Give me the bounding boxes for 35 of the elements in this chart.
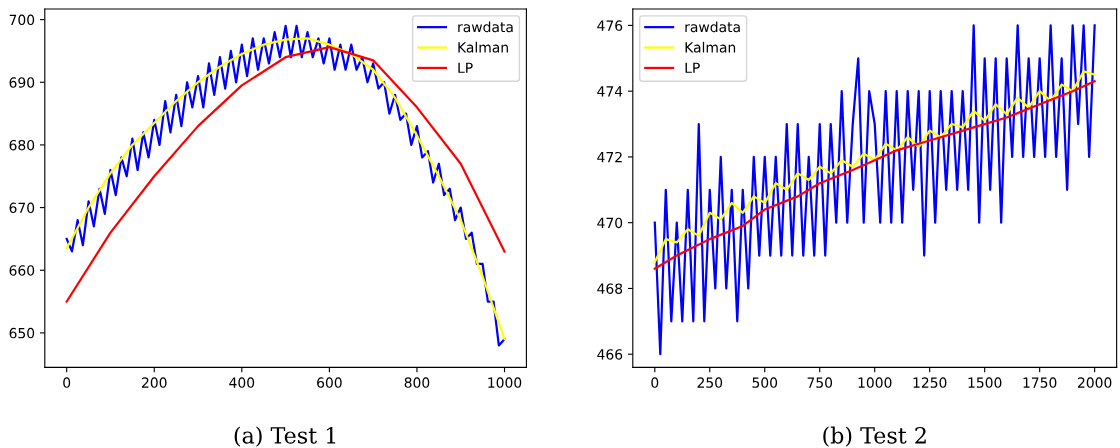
x-tick-label: 600 <box>317 377 342 388</box>
x-tick-label: 1750 <box>1023 377 1057 388</box>
y-tick-label: 472 <box>597 151 622 163</box>
x-tick-label: 0 <box>63 377 71 388</box>
x-tick-label: 200 <box>142 377 167 388</box>
text: (a) Test 1 <box>234 426 336 447</box>
legend-label: Kalman <box>685 41 736 53</box>
x-tick-label: 400 <box>229 377 255 388</box>
x-tick-label: 1000 <box>858 377 892 388</box>
text: (b) Test 2 <box>823 426 926 447</box>
y-tick-label: 470 <box>597 217 623 229</box>
y-tick-label: 660 <box>9 265 35 276</box>
x-tick-label: 750 <box>807 377 833 388</box>
x-tick-label: 250 <box>697 377 723 388</box>
x-tick-label: 800 <box>404 377 430 388</box>
legend-label: LP <box>685 62 700 73</box>
legend-label: Kalman <box>458 41 508 53</box>
x-tick-label: 1250 <box>913 377 947 388</box>
legend-label: rawdata <box>458 21 513 33</box>
x-tick-label: 1500 <box>968 377 1002 388</box>
y-tick-label: 700 <box>9 14 35 26</box>
y-tick-label: 690 <box>9 77 35 88</box>
y-tick-label: 474 <box>597 86 623 97</box>
y-tick-label: 476 <box>597 20 623 31</box>
x-tick-label: 0 <box>651 377 659 388</box>
x-tick-label: 2000 <box>1077 377 1112 388</box>
y-tick-label: 670 <box>9 202 35 214</box>
y-tick-label: 650 <box>9 327 35 339</box>
y-tick-label: 680 <box>9 139 35 151</box>
y-tick-label: 468 <box>597 283 623 294</box>
legend-label: LP <box>458 62 473 73</box>
legend-label: rawdata <box>685 21 740 33</box>
x-tick-label: 500 <box>752 377 778 388</box>
y-tick-label: 466 <box>597 349 623 360</box>
x-tick-label: 1000 <box>488 377 522 388</box>
